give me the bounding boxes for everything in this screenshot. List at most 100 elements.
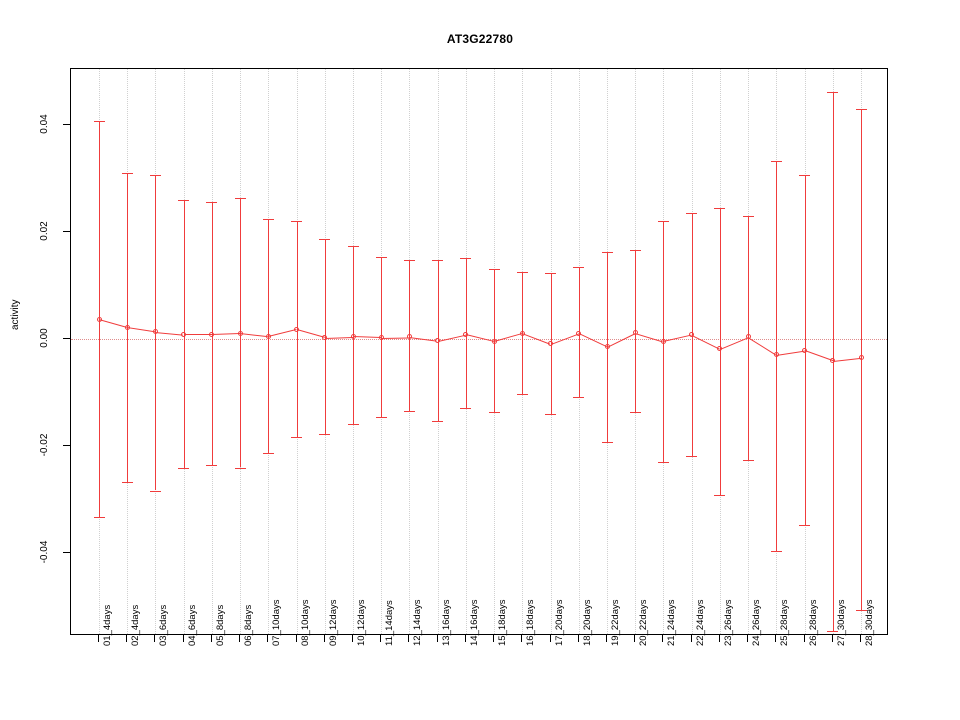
error-bar-cap-upper <box>432 259 444 261</box>
x-tick-mark <box>690 635 692 642</box>
x-tick-mark <box>493 635 495 642</box>
error-bar-cap-upper <box>545 273 557 275</box>
y-tick-mark <box>63 552 70 554</box>
error-bar-cap-upper <box>516 271 528 273</box>
series-connector <box>98 319 128 329</box>
series-connector <box>268 329 297 338</box>
series-connector <box>381 336 410 339</box>
x-tick-mark <box>98 635 99 642</box>
series-connector <box>183 334 212 336</box>
x-tick-mark <box>295 635 297 642</box>
series-connector <box>127 327 156 333</box>
error-bar-cap-upper <box>375 257 387 259</box>
series-connector <box>239 333 269 338</box>
series-connector <box>211 333 241 336</box>
series-connector <box>155 331 184 336</box>
error-bar-cap-upper <box>149 175 161 177</box>
error-bar-cap-lower <box>855 610 867 612</box>
error-bar-cap-upper <box>319 239 331 241</box>
error-bar-cap-upper <box>403 259 415 261</box>
y-tick-mark <box>63 338 70 340</box>
x-tick-mark <box>210 635 212 642</box>
error-bar-cap-upper <box>629 250 641 252</box>
data-point <box>519 330 525 336</box>
data-point <box>773 352 779 358</box>
error-bar-cap-lower <box>291 437 303 438</box>
error-bar-cap-upper <box>855 109 867 111</box>
data-point <box>604 344 610 350</box>
error-bar-cap-lower <box>432 420 444 422</box>
data-point <box>350 333 356 339</box>
error-bar-cap-lower <box>657 461 669 463</box>
error-bar-cap-lower <box>770 550 782 552</box>
data-point <box>209 331 215 337</box>
y-tick-label: 0.04 <box>39 114 50 134</box>
data-point <box>745 334 751 340</box>
x-tick-mark <box>803 635 805 642</box>
data-point <box>858 354 864 360</box>
x-tick-mark <box>436 635 438 642</box>
x-tick-mark <box>323 635 325 642</box>
series-connector <box>832 357 862 362</box>
x-tick-mark <box>747 635 749 642</box>
x-tick-mark <box>352 635 353 642</box>
data-point <box>632 330 638 336</box>
data-point <box>717 346 723 352</box>
data-point <box>463 331 469 337</box>
error-bar-cap-upper <box>460 258 472 260</box>
error-bar-cap-upper <box>206 201 218 203</box>
x-tick-mark <box>549 635 551 642</box>
error-bar-cap-upper <box>291 221 303 223</box>
series-connector <box>494 333 523 343</box>
series-connector <box>578 333 607 348</box>
data-point <box>576 330 582 336</box>
error-bar-cap-upper <box>93 121 105 123</box>
error-bar-cap-upper <box>573 267 585 269</box>
error-bar-cap-lower <box>121 481 133 483</box>
data-point <box>689 332 695 338</box>
error-bar-cap-upper <box>770 161 782 162</box>
error-bar-cap-upper <box>347 246 359 248</box>
error-bar-cap-lower <box>149 490 161 492</box>
data-point <box>435 338 441 344</box>
x-tick-mark <box>380 635 382 642</box>
y-tick-mark <box>63 124 70 126</box>
data-point <box>96 316 102 322</box>
x-tick-mark <box>634 635 636 642</box>
data-point <box>152 329 158 335</box>
error-bar-cap-lower <box>827 631 839 633</box>
data-point <box>124 324 130 330</box>
data-point <box>406 334 412 340</box>
series-connector <box>634 332 664 343</box>
data-point <box>378 335 384 341</box>
error-bar-cap-lower <box>601 441 613 443</box>
series-connector <box>804 350 833 362</box>
data-point <box>265 333 271 339</box>
y-tick-label: -0.04 <box>39 540 50 564</box>
error-bar-cap-upper <box>657 221 669 223</box>
error-bar-cap-lower <box>403 411 415 413</box>
error-bar-cap-lower <box>799 525 811 527</box>
series-connector <box>691 334 720 350</box>
x-tick-mark <box>577 635 579 642</box>
error-bar-cap-lower <box>93 516 105 518</box>
error-bar-cap-upper <box>742 215 754 217</box>
error-bar-cap-lower <box>545 414 557 415</box>
x-tick-mark <box>775 635 777 642</box>
error-bar-cap-upper <box>234 197 246 199</box>
error-bar-cap-upper <box>178 199 190 201</box>
y-tick-mark <box>63 445 70 447</box>
error-bar-cap-lower <box>262 453 274 455</box>
x-tick-mark <box>154 635 156 642</box>
x-tick-mark <box>464 635 466 642</box>
error-bar-cap-upper <box>714 207 726 209</box>
x-tick-mark <box>182 635 184 642</box>
data-point <box>548 341 554 347</box>
error-bar-cap-upper <box>121 172 133 174</box>
series-connector <box>437 334 467 342</box>
error-bar-cap-upper <box>827 92 839 93</box>
error-bar-cap-upper <box>601 251 613 253</box>
data-point <box>830 358 836 364</box>
x-tick-mark <box>662 635 664 642</box>
data-point <box>237 330 243 336</box>
